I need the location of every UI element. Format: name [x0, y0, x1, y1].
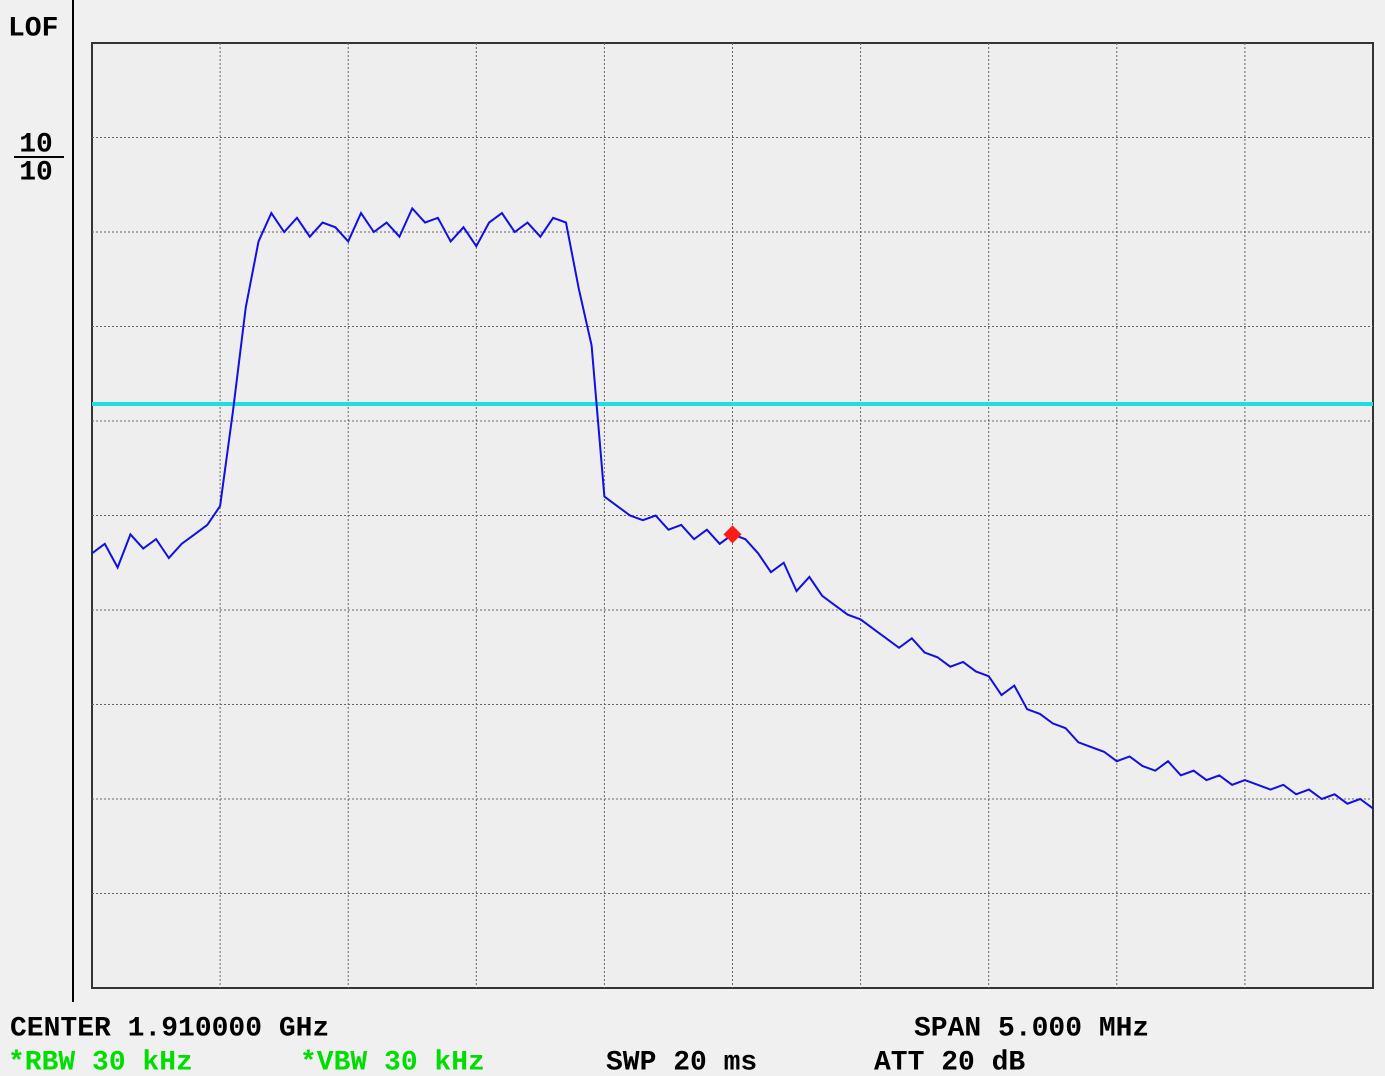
vbw: *VBW 30 kHz: [300, 1047, 485, 1076]
span: SPAN 5.000 MHz: [914, 1013, 1149, 1044]
attenuation: ATT 20 dB: [874, 1047, 1025, 1076]
rbw: *RBW 30 kHz: [8, 1047, 193, 1076]
scale-label: 10: [19, 157, 53, 188]
scale-label: 10: [19, 129, 53, 160]
marker: [723, 525, 742, 544]
center-frequency: CENTER 1.910000 GHz: [10, 1013, 329, 1044]
corner-label: LOF: [8, 13, 58, 44]
sweep-time: SWP 20 ms: [606, 1047, 757, 1076]
